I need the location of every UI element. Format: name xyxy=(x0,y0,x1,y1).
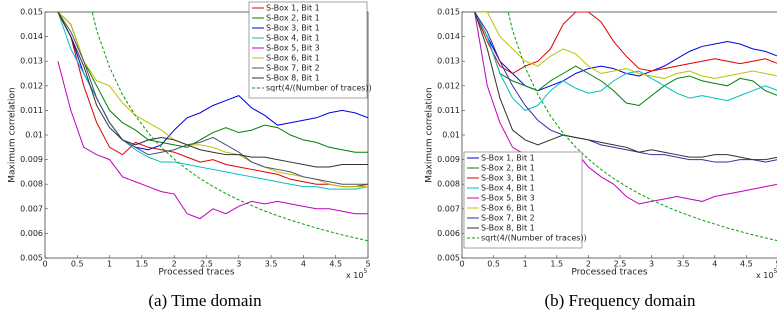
x-scale-exponent: 5 xyxy=(773,268,777,275)
x-scale-exponent: 5 xyxy=(363,268,367,275)
series-line xyxy=(474,12,777,111)
legend-label: S-Box 4, Bit 1 xyxy=(481,184,535,193)
series-line xyxy=(474,12,777,107)
legend-label: S-Box 4, Bit 1 xyxy=(266,34,320,43)
series-group xyxy=(57,12,368,242)
legend-label: sqrt(4/(Number of traces)) xyxy=(481,234,587,243)
legend: S-Box 1, Bit 1S-Box 2, Bit 1S-Box 3, Bit… xyxy=(463,151,587,249)
y-tick-label: 0.013 xyxy=(20,57,43,66)
x-tick-label: 2 xyxy=(172,260,177,269)
x-tick-label: 2.5 xyxy=(200,260,213,269)
y-tick-label: 0.006 xyxy=(20,229,43,238)
y-tick-label: 0.012 xyxy=(437,81,460,90)
y-tick-label: 0.007 xyxy=(20,204,43,213)
x-scale-base: x 10 xyxy=(756,271,773,280)
legend-label: S-Box 1, Bit 1 xyxy=(481,154,535,163)
caption: (b) Frequency domain xyxy=(544,291,696,310)
series-line xyxy=(91,12,368,242)
y-axis-label: Maximum correlation xyxy=(8,87,18,183)
y-tick-label: 0.005 xyxy=(20,254,43,263)
x-tick-label: 0.5 xyxy=(71,260,84,269)
x-tick-label: 1 xyxy=(523,260,528,269)
legend-box xyxy=(248,1,368,99)
legend-label: S-Box 8, Bit 1 xyxy=(481,224,535,233)
legend: S-Box 1, Bit 1S-Box 2, Bit 1S-Box 3, Bit… xyxy=(248,1,372,99)
series-line xyxy=(57,12,368,185)
x-tick-label: 2 xyxy=(586,260,591,269)
legend-label: S-Box 8, Bit 1 xyxy=(266,74,320,83)
series-line xyxy=(474,12,777,161)
y-axis-label: Maximum correlation xyxy=(425,87,435,183)
x-tick-label: 5 xyxy=(775,260,777,269)
legend-label: S-Box 1, Bit 1 xyxy=(266,4,320,13)
legend-label: S-Box 2, Bit 1 xyxy=(481,164,535,173)
y-tick-label: 0.008 xyxy=(20,180,43,189)
y-tick-label: 0.01 xyxy=(25,131,43,140)
y-tick-label: 0.007 xyxy=(437,204,460,213)
legend-label: S-Box 5, Bit 3 xyxy=(266,44,320,53)
x-tick-label: 4 xyxy=(301,260,306,269)
x-tick-label: 5 xyxy=(365,260,370,269)
x-scale-label: x 105 xyxy=(346,268,367,280)
y-tick-label: 0.009 xyxy=(20,155,43,164)
x-tick-label: 3 xyxy=(236,260,241,269)
x-tick-label: 1.5 xyxy=(550,260,563,269)
legend-label: S-Box 3, Bit 1 xyxy=(266,24,320,33)
series-line xyxy=(57,12,368,188)
legend-box xyxy=(463,151,583,249)
x-axis-label: Processed traces xyxy=(158,268,234,278)
legend-label: S-Box 3, Bit 1 xyxy=(481,174,535,183)
y-tick-label: 0.005 xyxy=(437,254,460,263)
legend-label: sqrt(4/(Number of traces)) xyxy=(266,84,372,93)
x-tick-label: 0.5 xyxy=(487,260,500,269)
y-tick-label: 0.015 xyxy=(20,8,43,17)
y-tick-label: 0.013 xyxy=(437,57,460,66)
x-tick-label: 1 xyxy=(107,260,112,269)
y-tick-label: 0.009 xyxy=(437,155,460,164)
x-tick-label: 0 xyxy=(459,260,464,269)
x-tick-label: 0 xyxy=(42,260,47,269)
series-line xyxy=(474,12,777,79)
series-line xyxy=(507,12,777,242)
y-tick-label: 0.014 xyxy=(437,32,460,41)
x-tick-label: 4.5 xyxy=(329,260,342,269)
series-line xyxy=(474,12,777,163)
x-tick-label: 4.5 xyxy=(740,260,753,269)
legend-label: S-Box 7, Bit 2 xyxy=(481,214,535,223)
y-tick-label: 0.015 xyxy=(437,8,460,17)
y-tick-label: 0.014 xyxy=(20,32,43,41)
y-tick-label: 0.011 xyxy=(437,106,460,115)
legend-label: S-Box 2, Bit 1 xyxy=(266,14,320,23)
x-scale-label: x 105 xyxy=(756,268,777,280)
y-tick-label: 0.01 xyxy=(442,131,460,140)
legend-label: S-Box 7, Bit 2 xyxy=(266,64,320,73)
y-tick-label: 0.011 xyxy=(20,106,43,115)
x-scale-base: x 10 xyxy=(346,271,363,280)
series-line xyxy=(57,12,368,153)
y-tick-label: 0.008 xyxy=(437,180,460,189)
series-line xyxy=(57,61,368,220)
x-tick-label: 2.5 xyxy=(614,260,627,269)
x-tick-label: 4 xyxy=(712,260,717,269)
series-line xyxy=(57,12,368,168)
legend-label: S-Box 5, Bit 3 xyxy=(481,194,535,203)
x-tick-label: 3.5 xyxy=(265,260,278,269)
y-tick-label: 0.006 xyxy=(437,229,460,238)
y-tick-label: 0.012 xyxy=(20,81,43,90)
caption: (a) Time domain xyxy=(148,291,262,310)
legend-label: S-Box 6, Bit 1 xyxy=(266,54,320,63)
x-tick-label: 3.5 xyxy=(677,260,690,269)
x-axis-label: Processed traces xyxy=(571,268,647,278)
legend-label: S-Box 6, Bit 1 xyxy=(481,204,535,213)
x-tick-label: 1.5 xyxy=(136,260,149,269)
x-tick-label: 3 xyxy=(649,260,654,269)
